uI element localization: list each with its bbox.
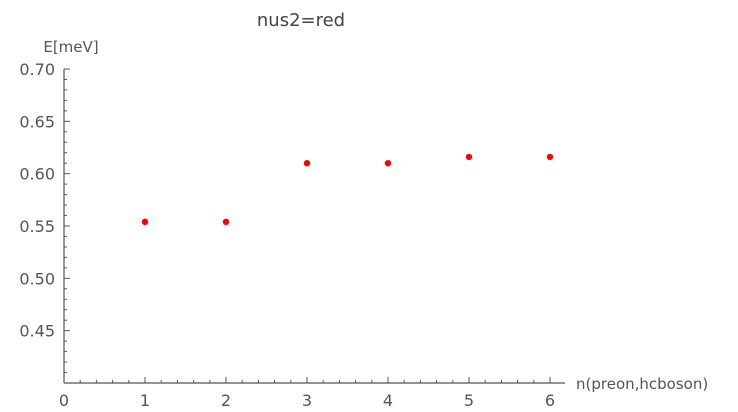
x-ticks: 0 1 2 3 4 5 6: [59, 377, 555, 410]
x-tick-label: 5: [464, 391, 474, 410]
x-axis-label: n(preon,hcboson): [576, 375, 708, 393]
y-ticks: 0.45 0.50 0.55 0.60 0.65 0.70: [19, 60, 70, 384]
y-tick-label: 0.55: [19, 217, 55, 236]
data-point: [465, 153, 473, 161]
chart-title: nus2=red: [257, 10, 345, 31]
data-point: [141, 218, 149, 226]
y-axis-label: E[meV]: [43, 38, 98, 56]
x-tick-label: 1: [140, 391, 150, 410]
data-point: [303, 160, 311, 167]
x-tick-label: 3: [302, 391, 312, 410]
y-tick-label: 0.65: [19, 112, 55, 131]
y-tick-label: 0.70: [19, 60, 55, 79]
data-point: [222, 218, 230, 226]
data-points: [141, 153, 554, 226]
x-tick-label: 0: [59, 391, 69, 410]
x-tick-label: 6: [545, 391, 555, 410]
y-tick-label: 0.60: [19, 165, 55, 184]
x-tick-label: 2: [221, 391, 231, 410]
y-tick-label: 0.50: [19, 269, 55, 288]
data-point: [384, 160, 392, 167]
x-tick-label: 4: [383, 391, 393, 410]
data-point: [546, 153, 554, 161]
y-tick-label: 0.45: [19, 322, 55, 341]
